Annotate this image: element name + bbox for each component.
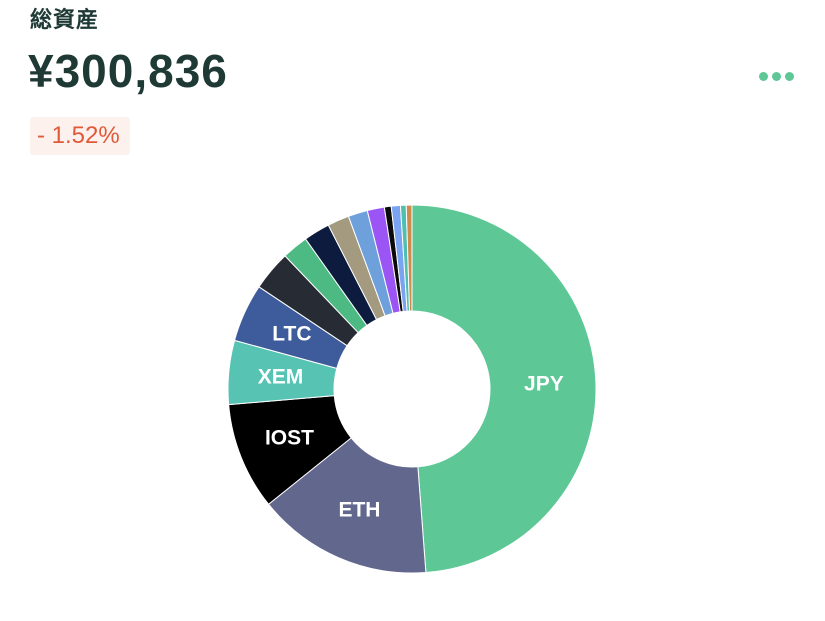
slice-label-eth: ETH (338, 499, 380, 522)
section-title: 総資産 (30, 8, 100, 33)
donut-slice[interactable] (405, 204, 413, 312)
more-horizontal-icon-dot (784, 71, 794, 81)
slice-label-iost: IOST (265, 427, 314, 450)
slice-label-jpy: JPY (524, 373, 564, 396)
more-horizontal-icon-dot (771, 71, 781, 81)
more-horizontal-icon (758, 71, 768, 81)
change-percentage-badge: - 1.52% (30, 117, 130, 155)
slice-label-xem: XEM (258, 365, 304, 388)
slice-label-ltc: LTC (272, 323, 311, 346)
more-options-button[interactable] (750, 62, 802, 90)
donut-slice-jpy[interactable] (411, 204, 597, 574)
total-assets-value: ¥300,836 (28, 45, 228, 97)
donut-slice-eth[interactable] (267, 437, 427, 574)
